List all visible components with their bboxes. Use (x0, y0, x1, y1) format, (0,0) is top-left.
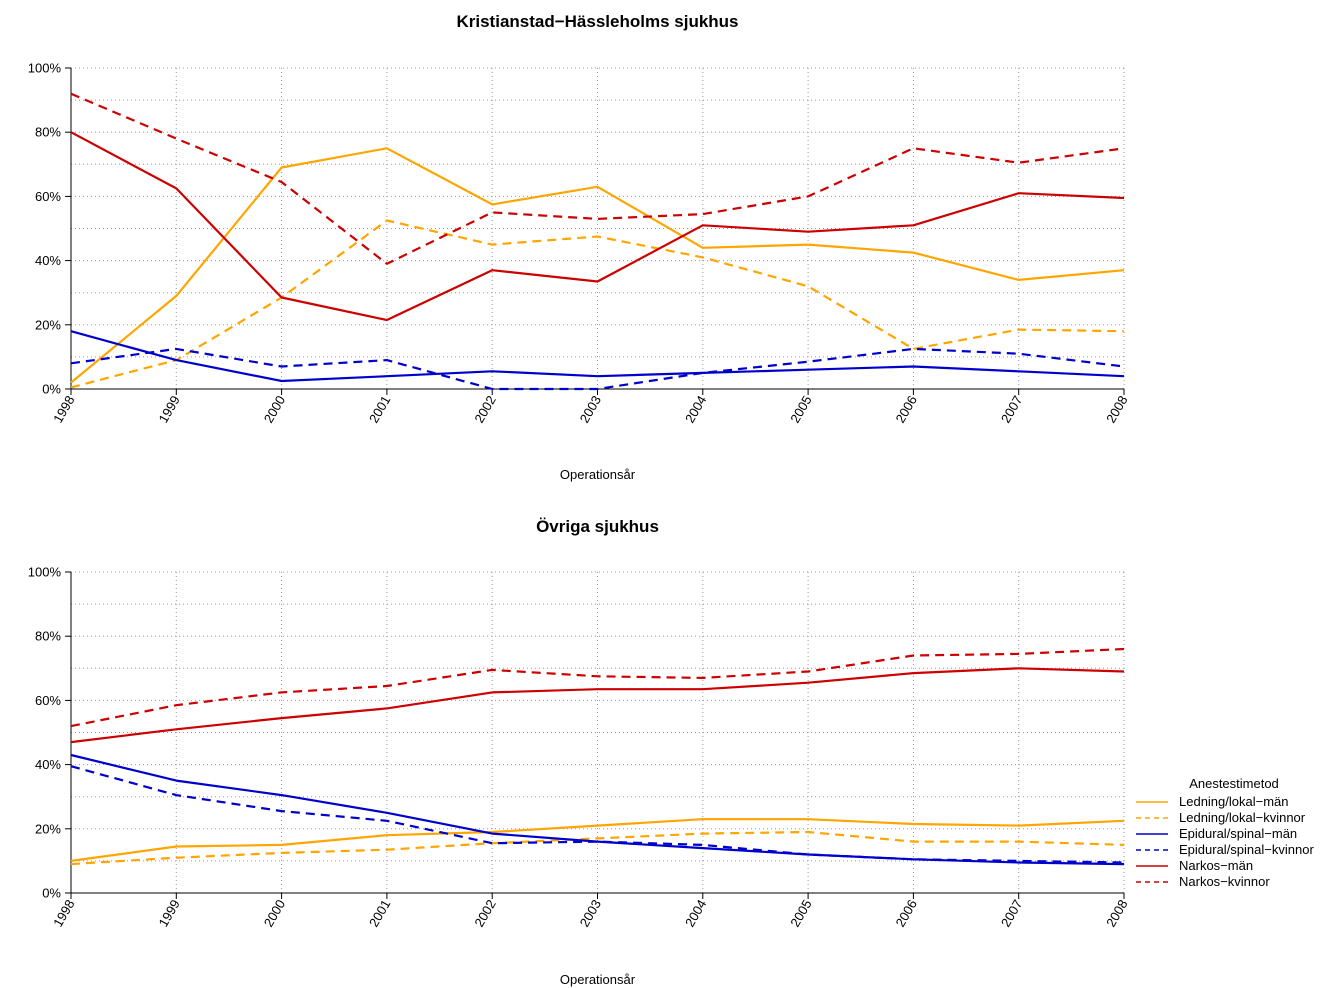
series-line-2 (70, 219, 1125, 389)
x-tick-label: 2001 (366, 393, 393, 426)
legend-label: Narkos−män (1179, 858, 1253, 873)
legend-item: Ledning/lokal−kvinnor (1136, 810, 1306, 825)
x-tick-label: 2002 (471, 897, 498, 930)
series-line-1 (70, 818, 1125, 862)
x-axis: 1998 1999 2000 2001 2002 2003 2004 2005 2006 2007… (50, 892, 1131, 930)
series-line-4 (70, 347, 1125, 391)
x-tick-label: 2005 (787, 897, 814, 930)
chart-title: Övriga sjukhus (536, 517, 659, 536)
x-tick-label: 2003 (577, 897, 604, 930)
y-tick-label: 80% (35, 629, 61, 644)
series-line-1 (70, 147, 1125, 384)
chart-panel-1: Kristianstad−Hässleholms sjukhus 0% 20% 40%… (28, 12, 1131, 482)
x-tick-label: 2002 (471, 393, 498, 426)
x-tick-label: 2008 (1103, 897, 1130, 930)
legend-item: Epidural/spinal−män (1136, 826, 1297, 841)
legend: Anestestimetod Ledning/lokal−mänLedning/l… (1136, 776, 1314, 889)
x-tick-label: 2000 (261, 897, 288, 930)
y-tick-label: 60% (35, 189, 61, 204)
y-tick-label: 40% (35, 253, 61, 268)
x-tick-label: 2007 (998, 393, 1025, 426)
series-group (70, 92, 1125, 391)
y-tick-label: 100% (28, 565, 62, 580)
y-tick-label: 100% (28, 61, 62, 76)
series-line-2 (70, 830, 1125, 866)
y-tick-label: 0% (42, 886, 61, 901)
x-tick-label: 2007 (998, 897, 1025, 930)
x-tick-label: 2006 (893, 393, 920, 426)
y-tick-label: 20% (35, 821, 61, 836)
legend-item: Ledning/lokal−män (1136, 794, 1289, 809)
series-line-6 (70, 92, 1125, 265)
legend-label: Ledning/lokal−kvinnor (1179, 810, 1306, 825)
legend-label: Epidural/spinal−kvinnor (1179, 842, 1314, 857)
y-tick-label: 20% (35, 317, 61, 332)
y-tick-label: 0% (42, 382, 61, 397)
chart-title: Kristianstad−Hässleholms sjukhus (456, 12, 738, 31)
series-line-3 (70, 330, 1125, 383)
x-axis-label: Operationsår (560, 467, 636, 482)
series-line-6 (70, 647, 1125, 728)
x-axis-label: Operationsår (560, 972, 636, 987)
legend-title: Anestestimetod (1189, 776, 1279, 791)
legend-label: Ledning/lokal−män (1179, 794, 1289, 809)
series-line-5 (70, 667, 1125, 744)
x-tick-label: 2004 (682, 393, 709, 426)
x-tick-label: 2006 (893, 897, 920, 930)
x-tick-label: 1999 (155, 393, 182, 426)
x-axis: 1998 1999 2000 2001 2002 2003 2004 2005 2006 2007… (50, 388, 1131, 426)
grid (70, 67, 1125, 390)
legend-label: Narkos−kvinnor (1179, 874, 1270, 889)
series-group (70, 647, 1125, 866)
x-tick-label: 2008 (1103, 393, 1130, 426)
y-axis: 0% 20% 40% 60% 80% 100% (28, 61, 72, 397)
x-tick-label: 2004 (682, 897, 709, 930)
series-line-3 (70, 753, 1125, 866)
legend-label: Epidural/spinal−män (1179, 826, 1297, 841)
legend-item: Narkos−kvinnor (1136, 874, 1270, 889)
chart-panel-2: Övriga sjukhus 0% 20% 40% 60% 80% 100% 1998 1999… (28, 517, 1315, 987)
y-tick-label: 40% (35, 757, 61, 772)
x-tick-label: 2005 (787, 393, 814, 426)
x-tick-label: 1999 (155, 897, 182, 930)
y-tick-label: 60% (35, 693, 61, 708)
x-tick-label: 2001 (366, 897, 393, 930)
x-tick-label: 2003 (577, 393, 604, 426)
x-tick-label: 1998 (50, 393, 77, 426)
y-tick-label: 80% (35, 125, 61, 140)
legend-item: Narkos−män (1136, 858, 1253, 873)
x-tick-label: 1998 (50, 897, 77, 930)
x-tick-label: 2000 (261, 393, 288, 426)
y-axis: 0% 20% 40% 60% 80% 100% (28, 565, 72, 901)
series-line-4 (70, 765, 1125, 864)
series-line-5 (70, 131, 1125, 322)
legend-item: Epidural/spinal−kvinnor (1136, 842, 1314, 857)
